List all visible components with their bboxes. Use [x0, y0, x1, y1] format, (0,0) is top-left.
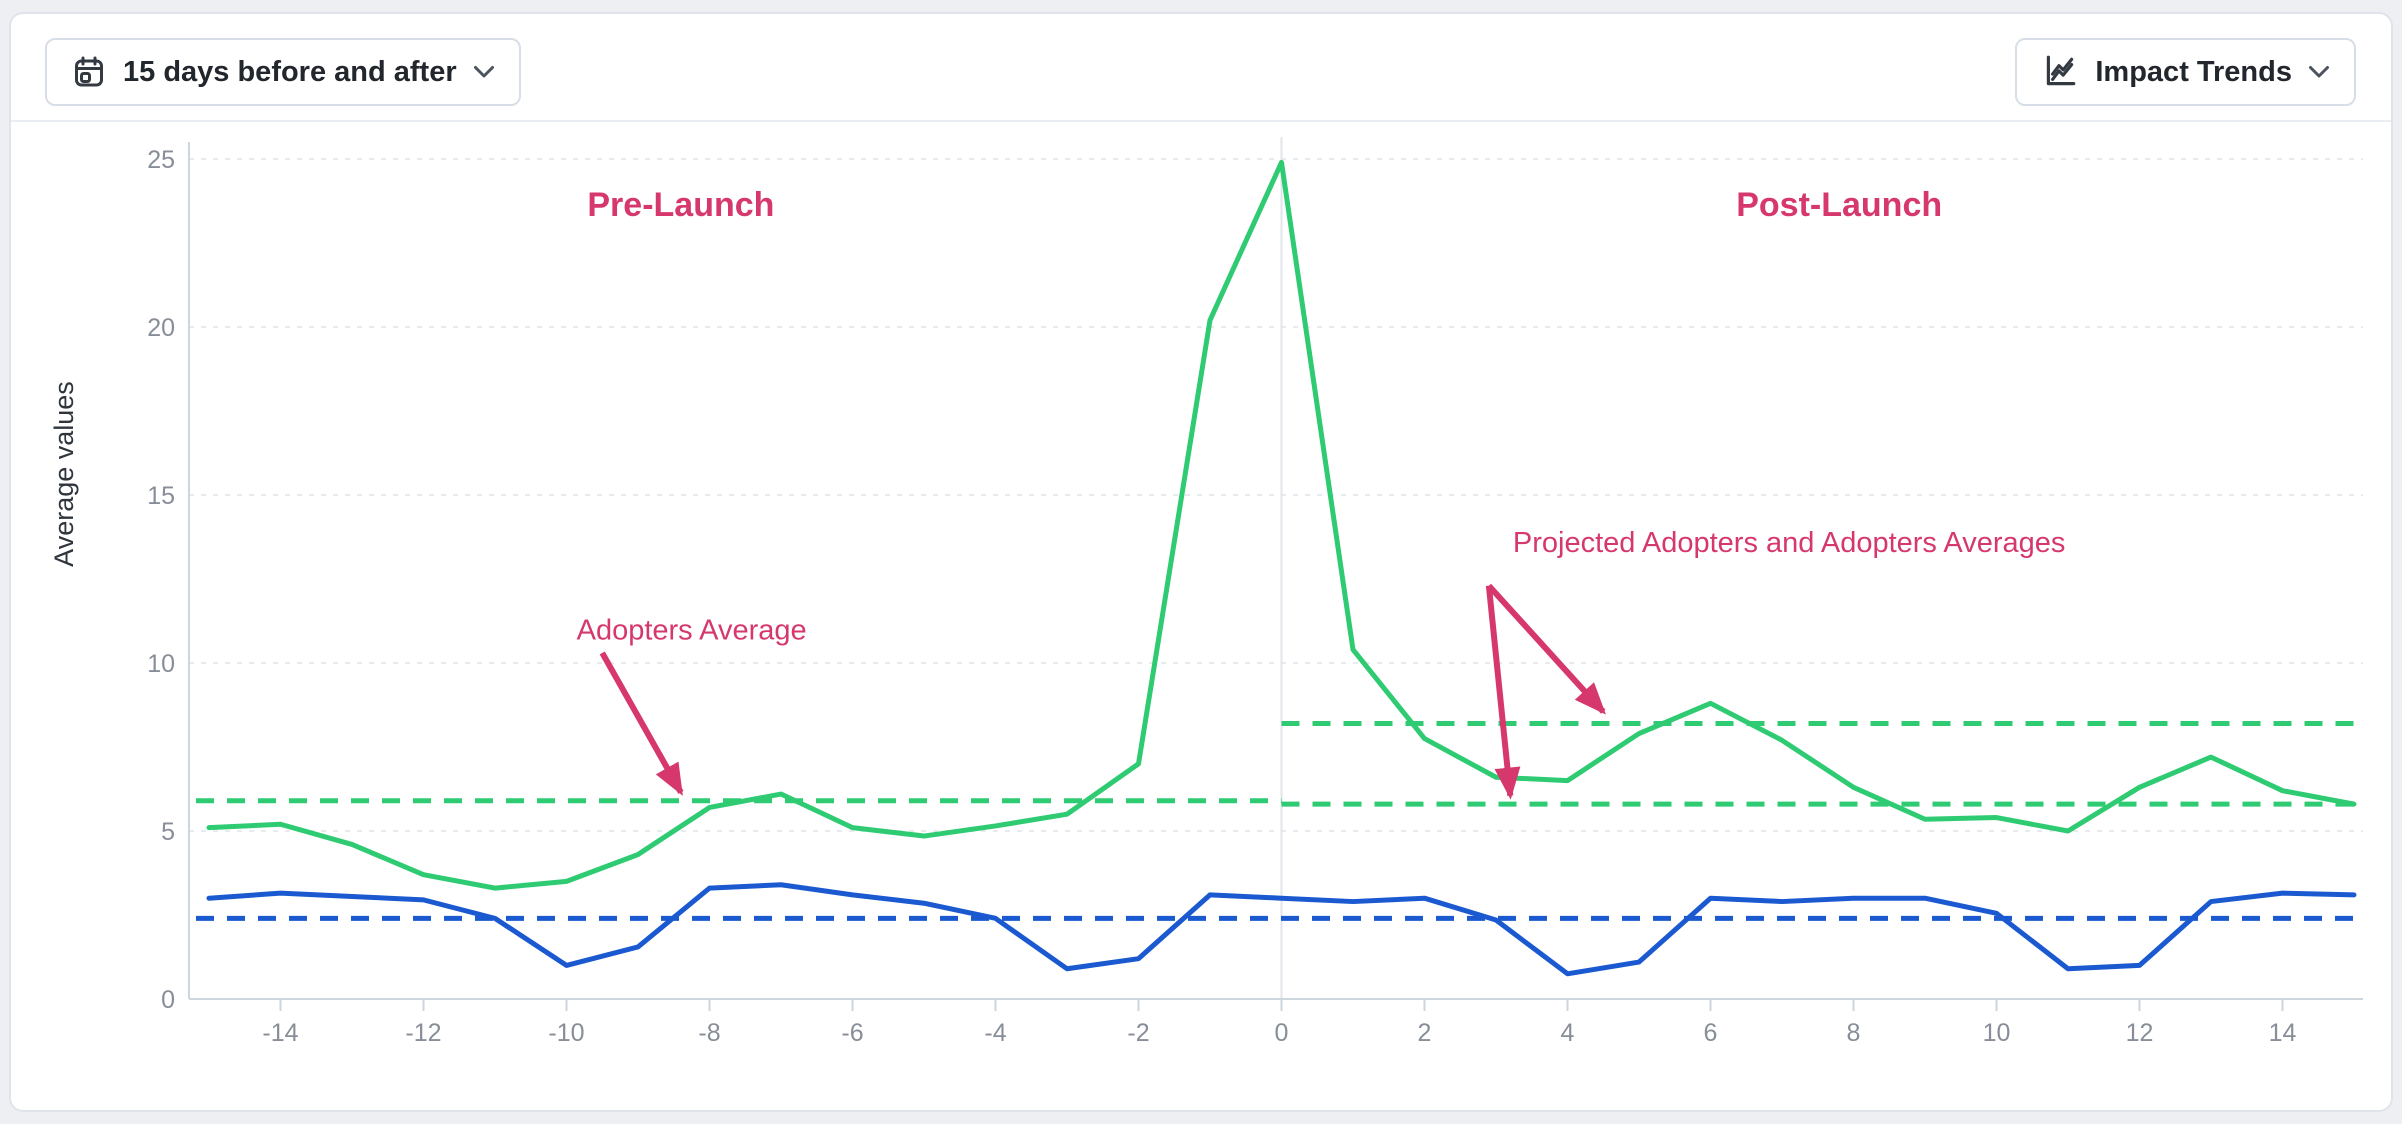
- series-adopters: [206, 159, 2357, 891]
- annotation-arrow-2: [1486, 583, 1606, 715]
- annotation-pre-launch: Pre-Launch: [587, 186, 774, 224]
- calendar-icon: [71, 54, 107, 90]
- y-tick-label: 10: [147, 650, 175, 678]
- x-tick-label: -4: [984, 1019, 1006, 1047]
- annotation-projected-adopters-averages: Projected Adopters and Adopters Averages: [1513, 527, 2065, 559]
- x-tick-label: 10: [1983, 1019, 2011, 1047]
- x-tick-label: -14: [262, 1019, 298, 1047]
- y-axis-title: Average values: [49, 381, 79, 567]
- chevron-down-icon: [473, 65, 495, 79]
- y-tick-label: 15: [147, 482, 175, 510]
- y-tick-label: 0: [161, 986, 175, 1014]
- chevron-down-icon: [2308, 65, 2330, 79]
- chart-area: -14 -12 -10 -8 -6 -4 -2 0 2 4 6 8 10 12 14 0 5 10 15 20 25 Av…: [11, 122, 2391, 1110]
- annotation-adopters-average: Adopters Average: [577, 614, 807, 646]
- chart-card: 15 days before and after Impact Trends: [9, 12, 2393, 1112]
- x-tick-label: -6: [841, 1019, 863, 1047]
- annotation-arrow-3: [1485, 585, 1521, 800]
- x-tick-label: -10: [548, 1019, 584, 1047]
- chart-svg: -14 -12 -10 -8 -6 -4 -2 0 2 4 6 8 10 12 14 0 5 10 15 20 25 Av…: [49, 137, 2363, 1047]
- trend-chart-icon: [2041, 53, 2079, 91]
- x-tick-label: -2: [1127, 1019, 1149, 1047]
- card-header: 15 days before and after Impact Trends: [11, 14, 2391, 122]
- y-tick-label: 20: [147, 314, 175, 342]
- x-tick-label: 14: [2269, 1019, 2297, 1047]
- x-tick-label: 0: [1275, 1019, 1289, 1047]
- series-projected-adopters: [206, 882, 2357, 977]
- x-tick-label: -12: [405, 1019, 441, 1047]
- impact-trends-label: Impact Trends: [2095, 55, 2292, 88]
- y-tick-label: 25: [147, 146, 175, 174]
- date-range-label: 15 days before and after: [123, 55, 457, 88]
- date-range-button[interactable]: 15 days before and after: [45, 38, 521, 106]
- x-tick-label: 6: [1704, 1019, 1718, 1047]
- y-tick-label: 5: [161, 818, 175, 846]
- x-tick-label: 4: [1561, 1019, 1575, 1047]
- x-tick-label: -8: [698, 1019, 720, 1047]
- x-tick-label: 8: [1847, 1019, 1861, 1047]
- annotation-arrow-1: [599, 651, 684, 796]
- annotation-post-launch: Post-Launch: [1736, 186, 1942, 224]
- x-tick-label: 12: [2126, 1019, 2154, 1047]
- x-tick-label: 2: [1418, 1019, 1432, 1047]
- impact-trends-button[interactable]: Impact Trends: [2015, 38, 2356, 106]
